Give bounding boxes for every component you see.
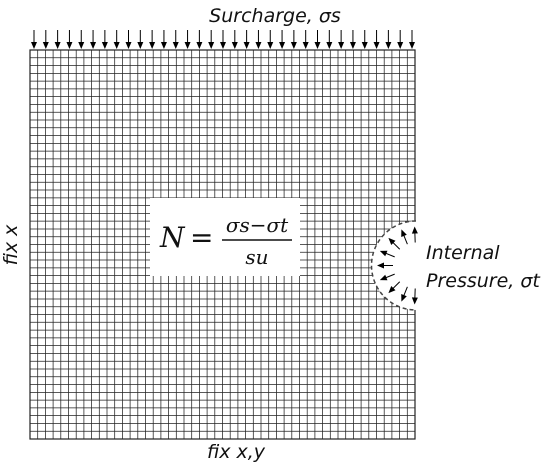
surcharge-arrowhead (66, 42, 73, 49)
pressure-arrowhead (411, 297, 418, 305)
surcharge-arrowhead (279, 42, 286, 49)
fix-x-label: fix x (0, 224, 22, 266)
surcharge-arrowhead (196, 42, 203, 49)
surcharge-arrowhead (338, 42, 345, 49)
surcharge-arrowhead (373, 42, 380, 49)
surcharge-arrowhead (326, 42, 333, 49)
surcharge-arrowhead (149, 42, 156, 49)
fix-xy-label: fix x,y (207, 441, 266, 463)
surcharge-label: Surcharge, σs (209, 5, 341, 27)
surcharge-arrowhead (125, 42, 132, 49)
surcharge-arrowhead (243, 42, 250, 49)
equation-equals: = (190, 221, 213, 254)
mesh-grid (29, 49, 416, 440)
surcharge-arrowhead (172, 42, 179, 49)
surcharge-arrowhead (101, 42, 108, 49)
pressure-arrowhead (388, 237, 396, 245)
surcharge-arrowhead (302, 42, 309, 49)
pressure-arrowhead (377, 262, 384, 269)
pressure-arrows (377, 226, 418, 305)
cavity-boundary (370, 220, 417, 311)
equation-background (150, 198, 300, 276)
surcharge-arrowhead (54, 42, 61, 49)
surcharge-arrowhead (409, 42, 415, 49)
surcharge-arrowhead (208, 42, 215, 49)
cavity-cutout (371, 221, 416, 310)
internal-pressure-label-line1: Internal (426, 242, 500, 264)
surcharge-arrowhead (231, 42, 238, 49)
surcharge-arrowhead (290, 42, 297, 49)
surcharge-arrowhead (267, 42, 274, 49)
surcharge-arrowhead (397, 42, 404, 49)
surcharge-arrowhead (255, 42, 262, 49)
pressure-arrowhead (401, 294, 407, 302)
surcharge-arrowhead (31, 42, 37, 49)
surcharge-arrowhead (184, 42, 191, 49)
surcharge-arrowhead (314, 42, 321, 49)
surcharge-arrowhead (349, 42, 356, 49)
internal-pressure-cavity (370, 220, 418, 311)
surcharge-arrowhead (137, 42, 144, 49)
surcharge-arrowhead (113, 42, 120, 49)
pressure-arrowhead (411, 226, 418, 234)
surcharge-arrowhead (220, 42, 226, 49)
equation-lhs: N (159, 221, 186, 254)
equation-numerator: σs−σt (226, 213, 289, 237)
surcharge-arrowhead (160, 42, 167, 49)
internal-pressure-label-line2: Pressure, σt (426, 270, 541, 292)
surcharge-arrowhead (361, 42, 368, 49)
surcharge-arrowhead (78, 42, 85, 49)
pressure-arrowhead (379, 250, 388, 257)
surcharge-arrowhead (90, 42, 97, 49)
equation-box: N = σs−σt su (150, 198, 300, 276)
pressure-arrowhead (379, 274, 388, 281)
surcharge-arrows (31, 30, 415, 49)
equation-denominator: su (245, 245, 268, 269)
surcharge-arrowhead (385, 42, 392, 49)
pressure-arrowhead (388, 286, 396, 294)
pressure-arrowhead (401, 229, 407, 237)
surcharge-arrowhead (42, 42, 49, 49)
